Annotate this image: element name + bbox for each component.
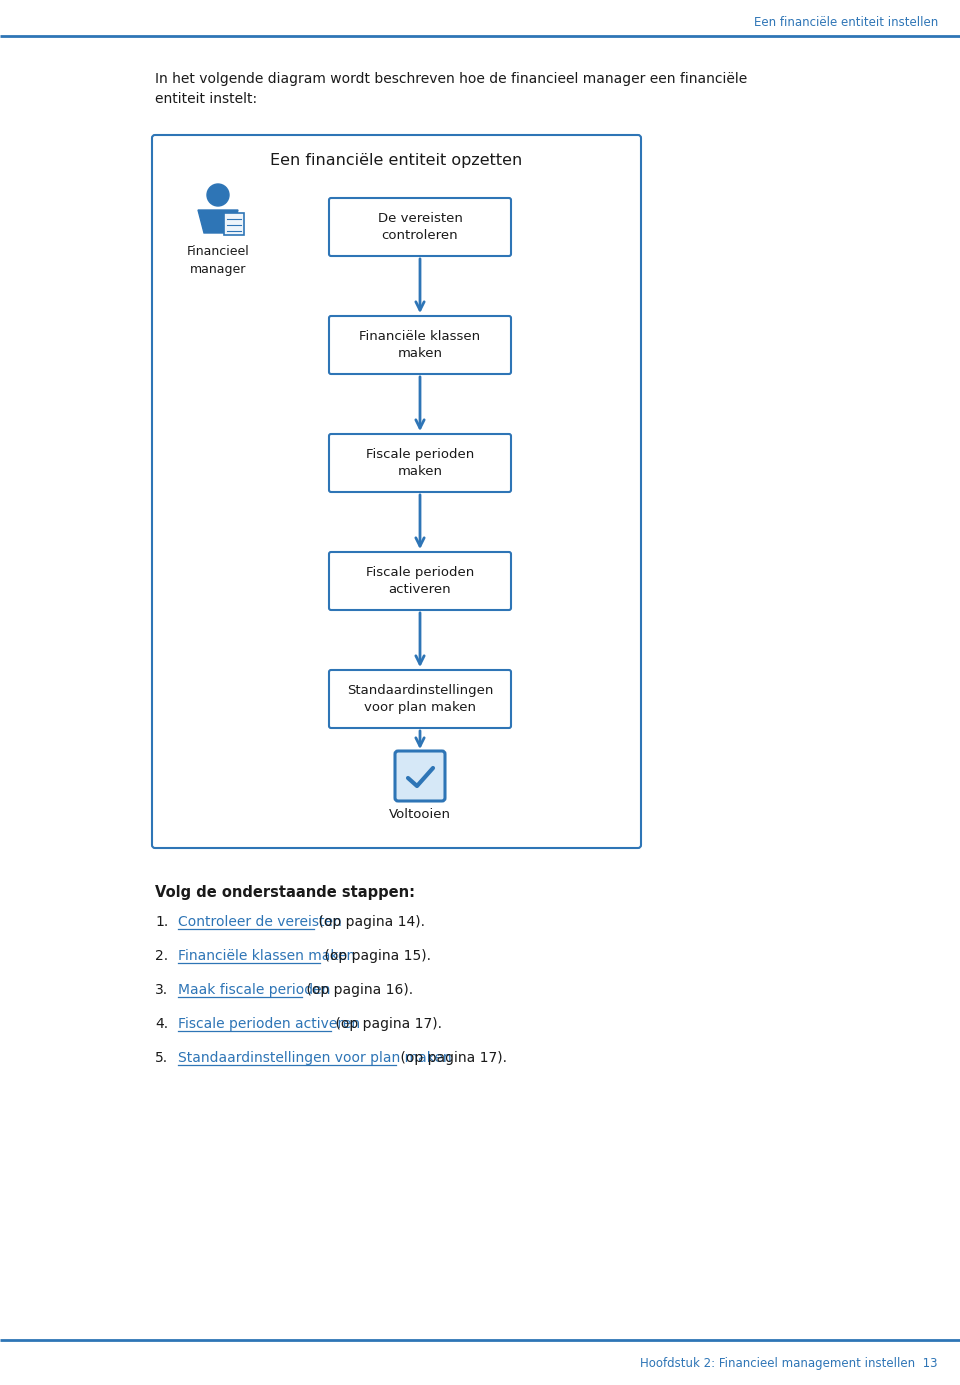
- Text: De vereisten
controleren: De vereisten controleren: [377, 212, 463, 242]
- FancyBboxPatch shape: [152, 134, 641, 848]
- Circle shape: [207, 184, 229, 206]
- Text: 1.: 1.: [155, 915, 168, 929]
- Text: Maak fiscale perioden: Maak fiscale perioden: [178, 983, 330, 997]
- FancyBboxPatch shape: [224, 213, 244, 235]
- Text: Financiële klassen
maken: Financiële klassen maken: [359, 330, 481, 360]
- Text: entiteit instelt:: entiteit instelt:: [155, 91, 257, 107]
- Text: Fiscale perioden
maken: Fiscale perioden maken: [366, 447, 474, 478]
- Text: 3.: 3.: [155, 983, 168, 997]
- Text: Een financiële entiteit opzetten: Een financiële entiteit opzetten: [271, 152, 522, 168]
- FancyBboxPatch shape: [329, 198, 511, 256]
- Text: Fiscale perioden activeren: Fiscale perioden activeren: [178, 1017, 360, 1030]
- Text: Standaardinstellingen voor plan maken: Standaardinstellingen voor plan maken: [178, 1051, 451, 1065]
- Polygon shape: [198, 211, 238, 233]
- Text: Financieel
manager: Financieel manager: [186, 245, 250, 276]
- FancyBboxPatch shape: [329, 670, 511, 729]
- Text: Fiscale perioden
activeren: Fiscale perioden activeren: [366, 565, 474, 597]
- Text: (op pagina 16).: (op pagina 16).: [301, 983, 413, 997]
- FancyBboxPatch shape: [329, 316, 511, 374]
- Text: Een financiële entiteit instellen: Een financiële entiteit instellen: [754, 15, 938, 29]
- Text: Financiële klassen maken: Financiële klassen maken: [178, 949, 355, 963]
- Text: (op pagina 15).: (op pagina 15).: [320, 949, 431, 963]
- Text: 4.: 4.: [155, 1017, 168, 1030]
- Text: Standaardinstellingen
voor plan maken: Standaardinstellingen voor plan maken: [347, 684, 493, 715]
- Text: (op pagina 17).: (op pagina 17).: [396, 1051, 507, 1065]
- Text: Hoofdstuk 2: Financieel management instellen  13: Hoofdstuk 2: Financieel management inste…: [640, 1356, 938, 1370]
- FancyBboxPatch shape: [329, 434, 511, 492]
- Text: Controleer de vereisten: Controleer de vereisten: [178, 915, 342, 929]
- FancyBboxPatch shape: [395, 751, 445, 801]
- Text: Volg de onderstaande stappen:: Volg de onderstaande stappen:: [155, 885, 415, 900]
- Text: 5.: 5.: [155, 1051, 168, 1065]
- Text: (op pagina 17).: (op pagina 17).: [331, 1017, 443, 1030]
- FancyBboxPatch shape: [329, 553, 511, 609]
- Text: (op pagina 14).: (op pagina 14).: [314, 915, 424, 929]
- Text: 2.: 2.: [155, 949, 168, 963]
- Text: Voltooien: Voltooien: [389, 807, 451, 821]
- Text: In het volgende diagram wordt beschreven hoe de financieel manager een financiël: In het volgende diagram wordt beschreven…: [155, 72, 747, 86]
